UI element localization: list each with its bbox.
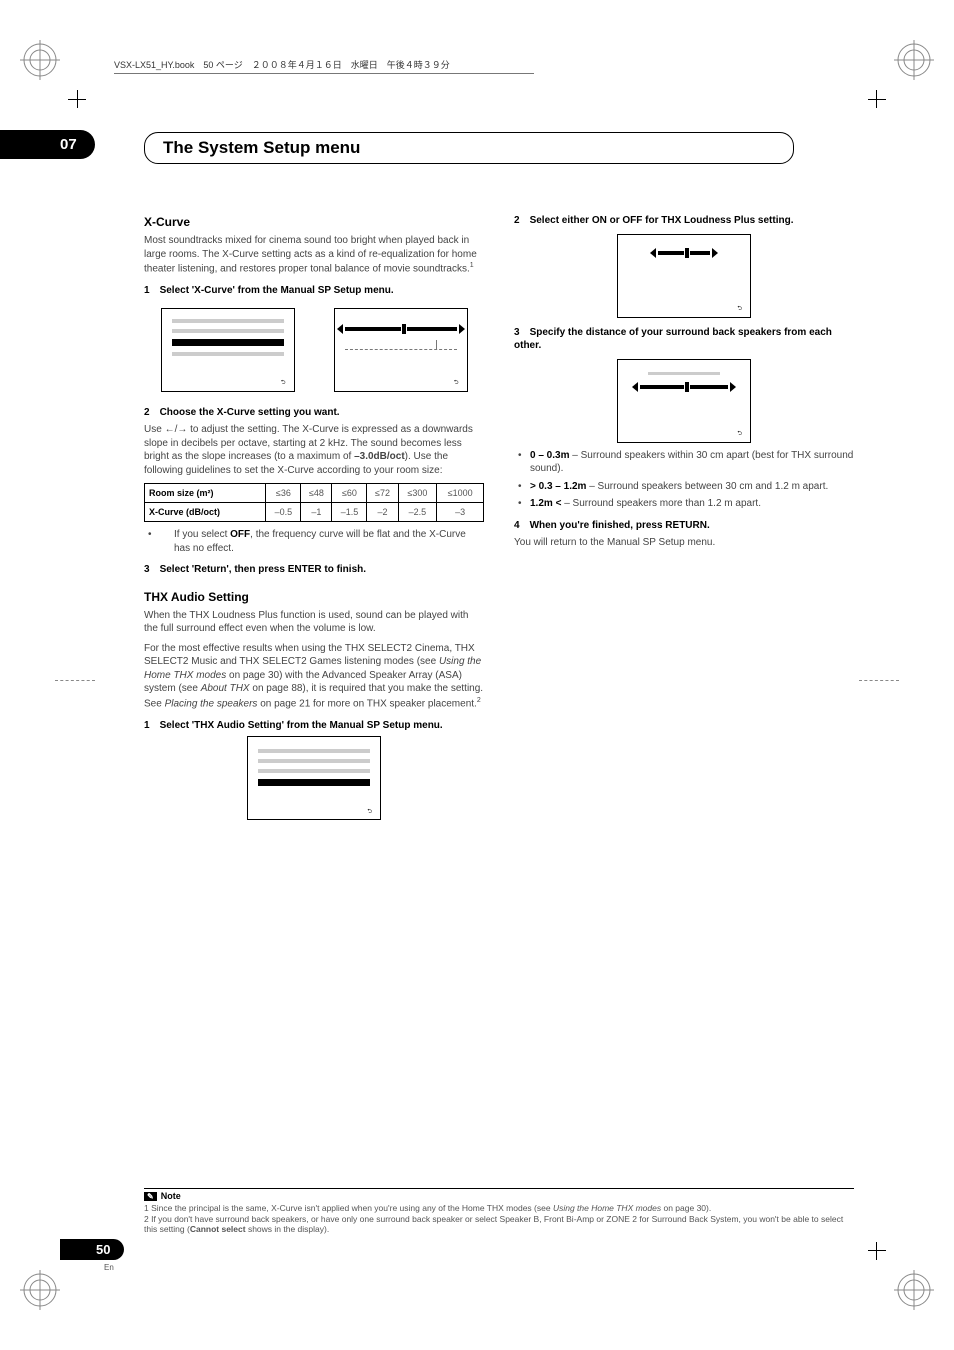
return-icon <box>454 379 459 387</box>
table-cell: –3 <box>437 503 484 522</box>
body-text: – Surround speakers more than 1.2 m apar… <box>561 498 761 509</box>
table-header: Room size (m²) <box>145 484 266 503</box>
return-icon <box>737 305 742 313</box>
body-bold: –3.0dB/oct <box>354 451 405 462</box>
book-header: VSX-LX51_HY.book 50 ページ ２００８年４月１６日 水曜日 午… <box>114 58 534 74</box>
right-column: 2Select either ON or OFF for THX Loudnes… <box>514 214 854 826</box>
table-cell: –2 <box>367 503 398 522</box>
page: VSX-LX51_HY.book 50 ページ ２００８年４月１６日 水曜日 午… <box>0 0 954 1350</box>
thx-step4-body: You will return to the Manual SP Setup m… <box>514 536 854 550</box>
table-cell: ≤300 <box>398 484 437 503</box>
table-cell: ≤48 <box>301 484 332 503</box>
table-cell: ≤1000 <box>437 484 484 503</box>
body-text: – Surround speakers between 30 cm and 1.… <box>586 481 828 492</box>
fn-bold: Cannot select <box>190 1224 246 1234</box>
return-icon <box>367 808 372 816</box>
osd-slider-diagram <box>334 308 468 392</box>
bullet-distance: > 0.3 – 1.2m – Surround speakers between… <box>514 480 854 494</box>
section-title-wrap: The System Setup menu <box>144 132 874 164</box>
footnotes: Note 1 Since the principal is the same, … <box>144 1188 854 1235</box>
body-text: Use <box>144 424 165 435</box>
thx-intro: When the THX Loudness Plus function is u… <box>144 609 484 636</box>
osd-row <box>144 302 484 398</box>
bullet-distance: 0 – 0.3m – Surround speakers within 30 c… <box>514 449 854 476</box>
body-text: on page 21 for more on THX speaker place… <box>257 698 476 709</box>
table-cell: ≤36 <box>266 484 301 503</box>
page-lang: En <box>104 1263 114 1272</box>
xcurve-step2-body: Use ←/→ to adjust the setting. The X-Cur… <box>144 423 484 477</box>
table-header: X-Curve (dB/oct) <box>145 503 266 522</box>
registration-mark-icon <box>894 40 934 80</box>
xcurve-intro: Most soundtracks mixed for cinema sound … <box>144 234 484 276</box>
footnote-ref: 1 <box>470 262 474 269</box>
osd-menu-diagram <box>247 736 381 820</box>
return-icon <box>281 379 286 387</box>
return-icon <box>737 430 742 438</box>
thx-body: For the most effective results when usin… <box>144 642 484 711</box>
crop-mark-icon <box>68 90 98 120</box>
xcurve-heading: X-Curve <box>144 214 484 230</box>
step-text: Select either ON or OFF for THX Loudness… <box>530 215 794 226</box>
table-cell: –2.5 <box>398 503 437 522</box>
table-cell: ≤72 <box>367 484 398 503</box>
thx-heading: THX Audio Setting <box>144 589 484 605</box>
left-column: X-Curve Most soundtracks mixed for cinem… <box>144 214 484 826</box>
note-label: Note <box>144 1188 854 1201</box>
fn-text: on page 30). <box>661 1203 711 1213</box>
body-bold: 0 – 0.3m <box>530 450 569 461</box>
table-row: Room size (m²) ≤36 ≤48 ≤60 ≤72 ≤300 ≤100… <box>145 484 484 503</box>
body-bold: > 0.3 – 1.2m <box>530 481 586 492</box>
side-dash-icon <box>55 680 95 681</box>
crop-mark-icon <box>856 90 886 120</box>
step-text: When you're finished, press RETURN. <box>530 520 710 531</box>
content-columns: X-Curve Most soundtracks mixed for cinem… <box>144 214 854 826</box>
arrow-left-right-icon: ←/→ <box>165 424 188 435</box>
table-cell: –0.5 <box>266 503 301 522</box>
thx-step4: 4When you're finished, press RETURN. <box>514 519 854 533</box>
xcurve-intro-text: Most soundtracks mixed for cinema sound … <box>144 235 477 274</box>
crop-mark-icon <box>856 1230 886 1260</box>
room-size-table: Room size (m²) ≤36 ≤48 ≤60 ≤72 ≤300 ≤100… <box>144 483 484 522</box>
registration-mark-icon <box>894 1270 934 1310</box>
osd-menu-diagram <box>161 308 295 392</box>
step-text: Specify the distance of your surround ba… <box>514 327 832 352</box>
osd-slider-diagram <box>617 234 751 318</box>
thx-step2: 2Select either ON or OFF for THX Loudnes… <box>514 214 854 228</box>
fn-text: shows in the display). <box>246 1224 330 1234</box>
fn-italic: Using the Home THX modes <box>553 1203 661 1213</box>
table-cell: ≤60 <box>332 484 367 503</box>
body-text: If you select <box>174 529 230 540</box>
table-cell: –1.5 <box>332 503 367 522</box>
step-text: Choose the X-Curve setting you want. <box>160 407 340 418</box>
thx-step3: 3Specify the distance of your surround b… <box>514 326 854 353</box>
footnote-2: 2 If you don't have surround back speake… <box>144 1214 854 1235</box>
body-text: For the most effective results when usin… <box>144 643 475 668</box>
body-bold: OFF <box>230 529 250 540</box>
registration-mark-icon <box>20 1270 60 1310</box>
xcurve-step3: 3Select 'Return', then press ENTER to fi… <box>144 563 484 577</box>
side-dash-icon <box>859 680 899 681</box>
osd-slider-diagram <box>617 359 751 443</box>
step-text: Select 'Return', then press ENTER to fin… <box>160 564 366 575</box>
step-text: Select 'X-Curve' from the Manual SP Setu… <box>160 285 394 296</box>
body-bold: 1.2m < <box>530 498 561 509</box>
fn-text: 1 Since the principal is the same, X-Cur… <box>144 1203 553 1213</box>
table-row: X-Curve (dB/oct) –0.5 –1 –1.5 –2 –2.5 –3 <box>145 503 484 522</box>
body-text: – Surround speakers within 30 cm apart (… <box>530 450 853 475</box>
footnote-ref: 2 <box>477 697 481 704</box>
body-italic: Placing the speakers <box>165 698 258 709</box>
thx-step1: 1Select 'THX Audio Setting' from the Man… <box>144 719 484 733</box>
body-italic: About THX <box>201 683 250 694</box>
section-title: The System Setup menu <box>144 132 794 164</box>
footnote-1: 1 Since the principal is the same, X-Cur… <box>144 1203 854 1214</box>
registration-mark-icon <box>20 40 60 80</box>
chapter-number-pill: 07 <box>0 130 95 159</box>
page-number-pill: 50 <box>60 1239 124 1260</box>
bullet-distance: 1.2m < – Surround speakers more than 1.2… <box>514 497 854 511</box>
table-cell: –1 <box>301 503 332 522</box>
bullet-off: If you select OFF, the frequency curve w… <box>144 528 484 555</box>
xcurve-step2: 2Choose the X-Curve setting you want. <box>144 406 484 420</box>
xcurve-step1: 1Select 'X-Curve' from the Manual SP Set… <box>144 284 484 298</box>
step-text: Select 'THX Audio Setting' from the Manu… <box>160 720 443 731</box>
